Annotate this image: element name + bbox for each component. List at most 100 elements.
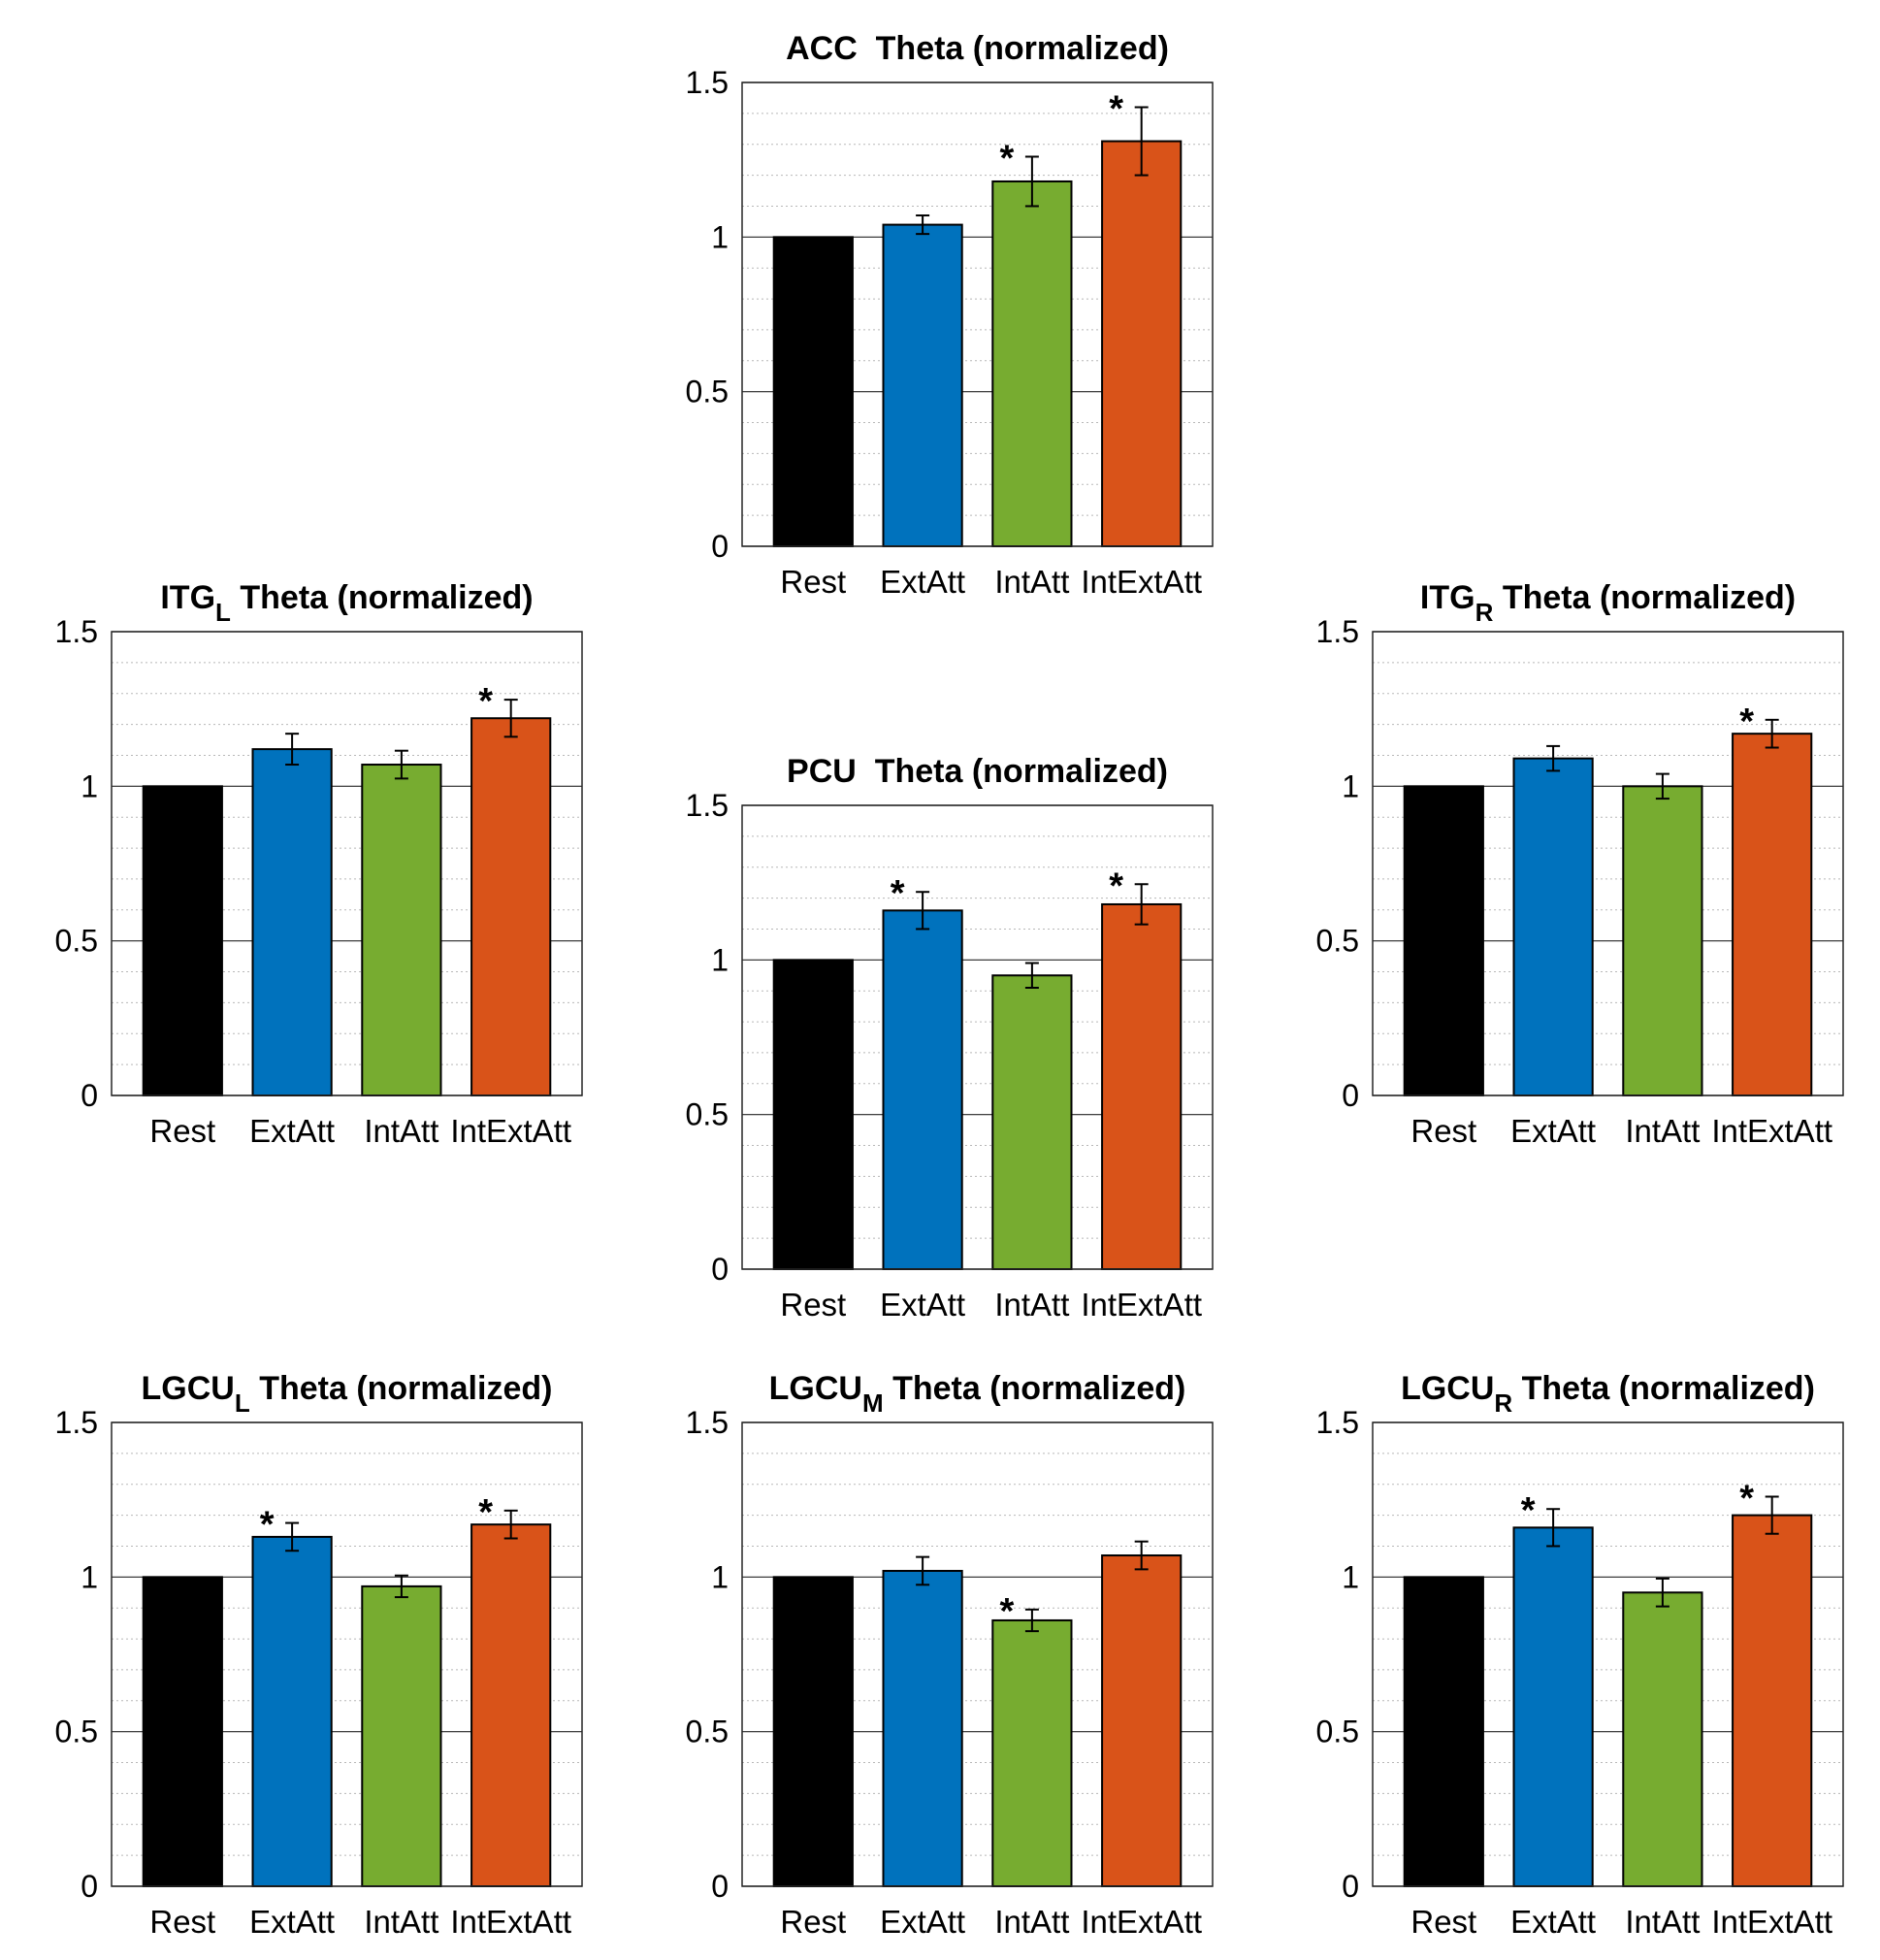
- category-label-intextatt: IntExtAtt: [450, 1113, 571, 1149]
- y-tick-label: 0: [81, 1869, 98, 1904]
- axes-box: [1372, 1421, 1844, 1887]
- bar-rest: [1403, 1576, 1484, 1888]
- significance-star: *: [1739, 1478, 1754, 1519]
- y-tick-label: 0.5: [55, 1715, 98, 1749]
- category-label-extatt: ExtAtt: [880, 1287, 965, 1323]
- y-tick-label: 1: [1342, 1559, 1359, 1594]
- y-tick-label: 0: [1342, 1869, 1359, 1904]
- bar-rest: [1403, 785, 1484, 1096]
- chart-title: LGCUM Theta (normalized): [769, 1370, 1186, 1418]
- chart-title: ITGR Theta (normalized): [1420, 579, 1796, 627]
- bar-intatt: [1622, 785, 1703, 1096]
- bar-rest: [772, 959, 854, 1270]
- category-label-extatt: ExtAtt: [249, 1113, 335, 1149]
- chart-pcu: Rest * ExtAtt IntAtt * IntExtAtt 0 0.5 1 1.5 PCU T…: [686, 753, 1214, 1323]
- significance-star: *: [1109, 866, 1123, 906]
- y-tick-label: 0: [81, 1078, 98, 1113]
- y-tick-label: 1.5: [686, 788, 729, 823]
- chart-title-subscript: L: [215, 598, 231, 627]
- category-label-intatt: IntAtt: [994, 1904, 1069, 1940]
- y-tick-label: 1: [711, 219, 729, 254]
- chart-title-rest: Theta (normalized): [884, 1370, 1186, 1407]
- bar-intatt: [361, 764, 442, 1096]
- category-label-rest: Rest: [780, 1904, 846, 1940]
- y-tick-label: 0: [711, 1252, 729, 1287]
- category-label-intextatt: IntExtAtt: [1081, 1904, 1202, 1940]
- bar-rest: [142, 785, 223, 1096]
- bar-extatt: [1512, 1526, 1594, 1887]
- chart-itg_r: Rest ExtAtt IntAtt * IntExtAtt 0 0.5 1 1.5 ITGR T…: [1316, 579, 1844, 1149]
- y-tick-label: 1.5: [55, 1405, 98, 1440]
- chart-acc: Rest ExtAtt * IntAtt * IntExtAtt 0 0.5 1 1.5 ACC T…: [686, 30, 1214, 600]
- chart-title-main: PCU: [787, 753, 857, 790]
- category-label-intatt: IntAtt: [364, 1113, 438, 1149]
- chart-lgcu_l: Rest * ExtAtt IntAtt * IntExtAtt 0 0.5 1 1.5 LGCUL…: [55, 1370, 583, 1940]
- y-tick-label: 1.5: [686, 1405, 729, 1440]
- chart-title-main: LGCU: [1401, 1370, 1494, 1407]
- chart-lgcu_r: Rest * ExtAtt IntAtt * IntExtAtt 0 0.5 1 1.5 LGCUR…: [1316, 1370, 1844, 1940]
- bar-extatt: [1512, 757, 1594, 1096]
- bar-intextatt: [470, 1523, 552, 1888]
- category-label-extatt: ExtAtt: [880, 1904, 965, 1940]
- chart-title-subscript: R: [1475, 598, 1494, 627]
- chart-title-main: ACC: [786, 30, 858, 67]
- significance-star: *: [1109, 88, 1123, 129]
- category-label-rest: Rest: [1410, 1904, 1476, 1940]
- chart-title-rest: Theta (normalized): [250, 1370, 553, 1407]
- category-label-extatt: ExtAtt: [880, 564, 965, 600]
- chart-lgcu_m: Rest ExtAtt * IntAtt IntExtAtt 0 0.5 1 1.5 LGCUM …: [686, 1370, 1214, 1940]
- chart-title-rest: Theta (normalized): [231, 579, 534, 616]
- chart-title-rest: Theta (normalized): [857, 753, 1168, 790]
- y-tick-label: 1: [711, 1559, 729, 1594]
- chart-title-subscript: L: [235, 1388, 250, 1418]
- category-label-intextatt: IntExtAtt: [1081, 1287, 1202, 1323]
- significance-star: *: [999, 138, 1014, 179]
- significance-star: *: [891, 873, 905, 914]
- significance-star: *: [478, 1492, 493, 1533]
- bar-intextatt: [1732, 733, 1813, 1096]
- significance-star: *: [478, 681, 493, 722]
- y-tick-label: 0.5: [686, 1097, 729, 1132]
- significance-star: *: [999, 1591, 1014, 1632]
- y-tick-label: 0: [711, 529, 729, 564]
- bar-rest: [772, 236, 854, 547]
- bar-extatt: [882, 1569, 963, 1887]
- y-tick-label: 0.5: [686, 1715, 729, 1749]
- chart-title-rest: Theta (normalized): [1493, 579, 1796, 616]
- category-label-intextatt: IntExtAtt: [1081, 564, 1202, 600]
- category-label-intatt: IntAtt: [364, 1904, 438, 1940]
- chart-title-rest: Theta (normalized): [858, 30, 1169, 67]
- bar-intextatt: [1732, 1514, 1813, 1887]
- category-label-intatt: IntAtt: [994, 1287, 1069, 1323]
- category-label-intextatt: IntExtAtt: [1711, 1904, 1832, 1940]
- category-label-intextatt: IntExtAtt: [1711, 1113, 1832, 1149]
- chart-title-subscript: R: [1494, 1388, 1512, 1418]
- y-tick-label: 0.5: [686, 375, 729, 409]
- chart-title-main: LGCU: [142, 1370, 235, 1407]
- category-label-intatt: IntAtt: [1625, 1904, 1700, 1940]
- chart-title: PCU Theta (normalized): [787, 753, 1168, 790]
- category-label-intextatt: IntExtAtt: [450, 1904, 571, 1940]
- axes-box: [1372, 631, 1844, 1096]
- significance-star: *: [1521, 1490, 1536, 1531]
- category-label-extatt: ExtAtt: [1510, 1904, 1596, 1940]
- y-tick-label: 1: [81, 768, 98, 803]
- category-label-extatt: ExtAtt: [1510, 1113, 1596, 1149]
- category-label-rest: Rest: [780, 1287, 846, 1323]
- category-label-intatt: IntAtt: [1625, 1113, 1700, 1149]
- axes-box: [741, 82, 1214, 547]
- bar-intatt: [361, 1584, 442, 1887]
- y-tick-label: 0: [1342, 1078, 1359, 1113]
- significance-star: *: [260, 1505, 275, 1546]
- chart-title-subscript: M: [862, 1388, 884, 1418]
- bar-extatt: [882, 223, 963, 547]
- bar-intextatt: [1101, 902, 1183, 1270]
- y-tick-label: 1.5: [686, 65, 729, 100]
- bar-extatt: [882, 909, 963, 1270]
- chart-title-main: ITG: [160, 579, 215, 616]
- axes-box: [741, 1421, 1214, 1887]
- bar-intextatt: [470, 717, 552, 1097]
- bar-intatt: [991, 974, 1073, 1270]
- category-label-intatt: IntAtt: [994, 564, 1069, 600]
